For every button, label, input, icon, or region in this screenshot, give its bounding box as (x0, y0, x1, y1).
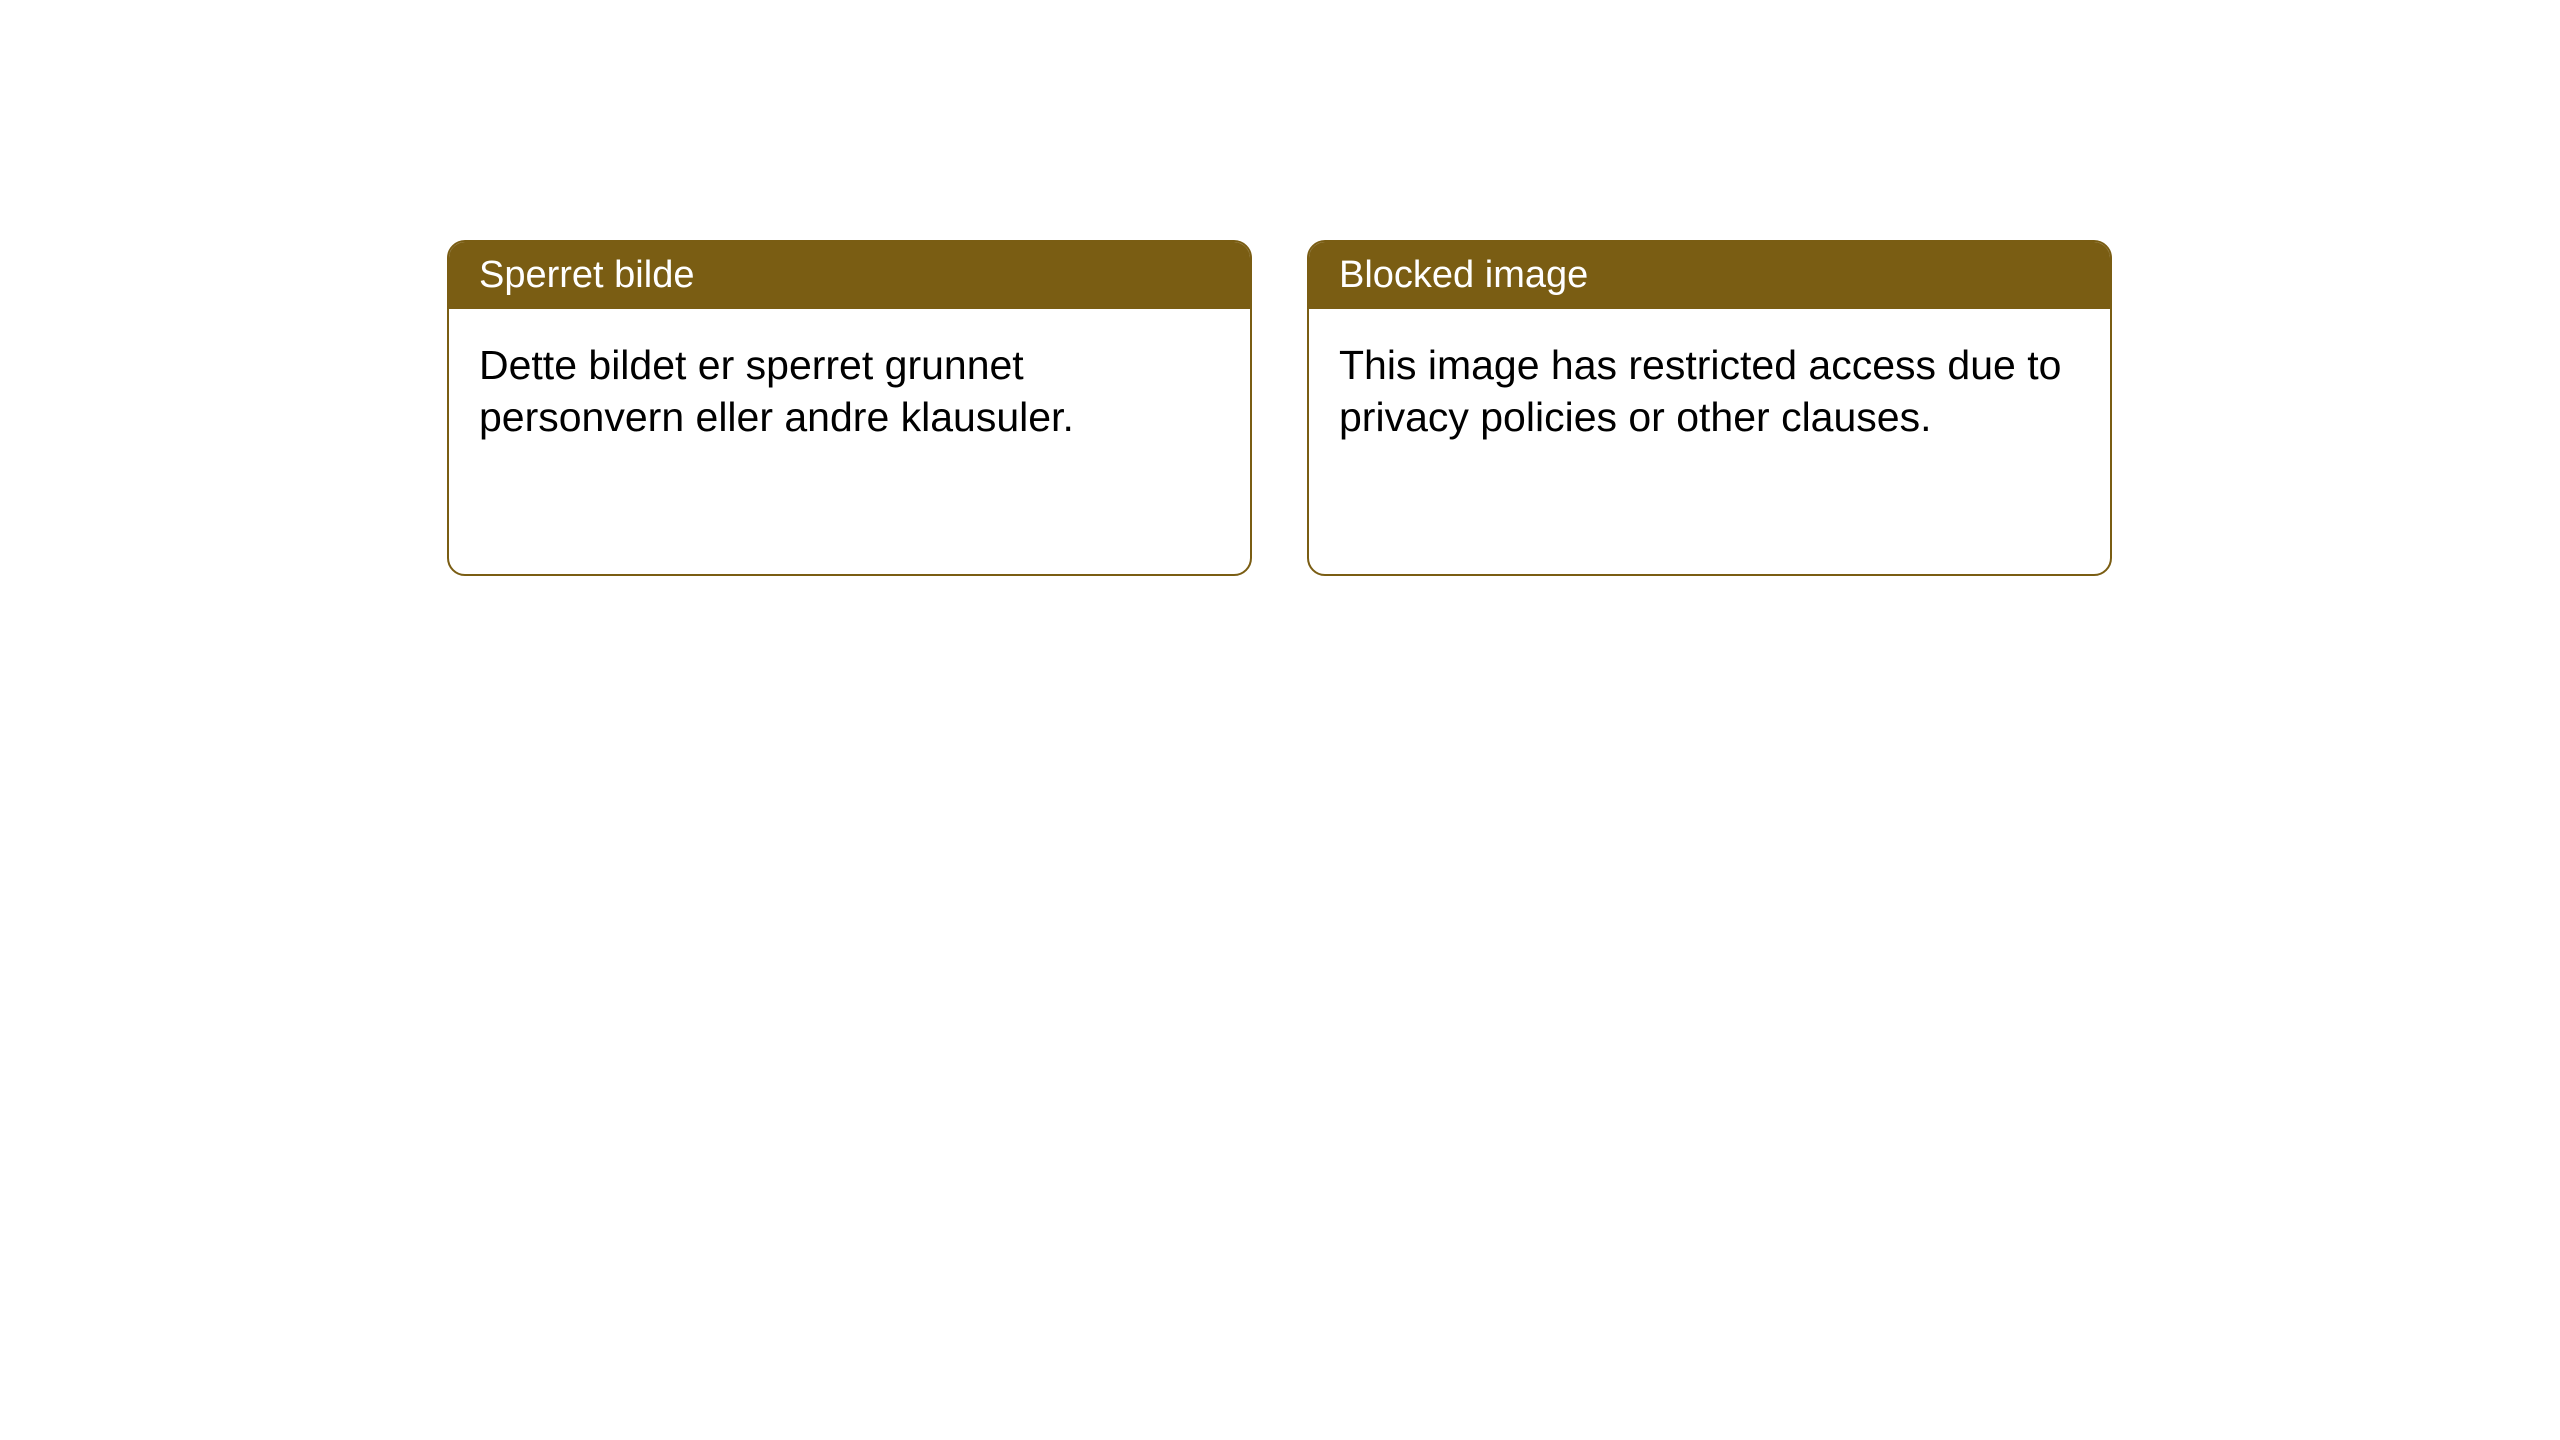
panel-header-english: Blocked image (1309, 242, 2110, 309)
blocked-panel-norwegian: Sperret bilde Dette bildet er sperret gr… (447, 240, 1252, 576)
blocked-panel-english: Blocked image This image has restricted … (1307, 240, 2112, 576)
panel-body-norwegian: Dette bildet er sperret grunnet personve… (449, 309, 1250, 474)
blocked-image-notice-container: Sperret bilde Dette bildet er sperret gr… (0, 0, 2560, 576)
panel-body-english: This image has restricted access due to … (1309, 309, 2110, 474)
panel-message: Dette bildet er sperret grunnet personve… (479, 342, 1074, 440)
panel-title: Blocked image (1339, 254, 1588, 296)
panel-message: This image has restricted access due to … (1339, 342, 2061, 440)
panel-title: Sperret bilde (479, 254, 694, 296)
panel-header-norwegian: Sperret bilde (449, 242, 1250, 309)
